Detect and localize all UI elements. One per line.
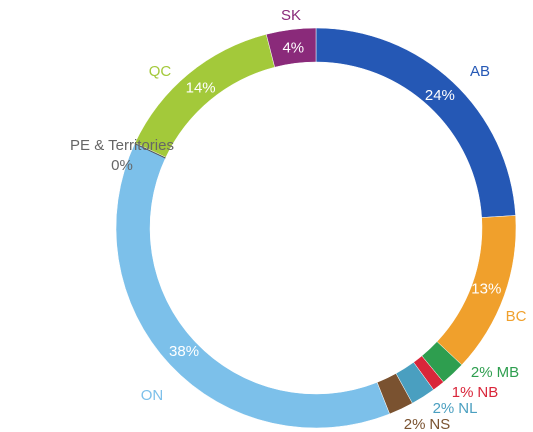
category-label: BC bbox=[506, 308, 527, 325]
category-label: NS bbox=[429, 416, 450, 432]
category-label: MB bbox=[497, 364, 520, 381]
label: 2% NS bbox=[404, 416, 451, 432]
value-label: 4% bbox=[282, 39, 304, 56]
donut-segment bbox=[315, 27, 516, 218]
category-label: SK bbox=[281, 7, 301, 24]
label: 2% NL bbox=[433, 400, 478, 417]
donut-segment bbox=[115, 142, 390, 429]
value-label: 2% bbox=[471, 364, 493, 381]
value-label: 2% bbox=[404, 416, 426, 432]
label: 2% MB bbox=[471, 364, 519, 381]
value-label: 2% bbox=[433, 400, 455, 417]
category-label: ON bbox=[141, 387, 164, 404]
donut-segment bbox=[265, 27, 317, 68]
category-label: AB bbox=[470, 63, 490, 80]
label-pe: PE & Territories 0% bbox=[68, 136, 176, 176]
value-label: 1% bbox=[452, 384, 474, 401]
label: 1% NB bbox=[452, 384, 499, 401]
value-label: 14% bbox=[186, 80, 216, 97]
category-label: PE & Territories bbox=[70, 137, 174, 154]
category-label: NL bbox=[458, 400, 477, 417]
category-label: QC bbox=[149, 63, 172, 80]
value-label: 24% bbox=[425, 87, 455, 104]
value-label: 38% bbox=[169, 343, 199, 360]
value-label: 0% bbox=[111, 157, 133, 174]
value-label: 13% bbox=[471, 280, 501, 297]
category-label: NB bbox=[477, 384, 498, 401]
